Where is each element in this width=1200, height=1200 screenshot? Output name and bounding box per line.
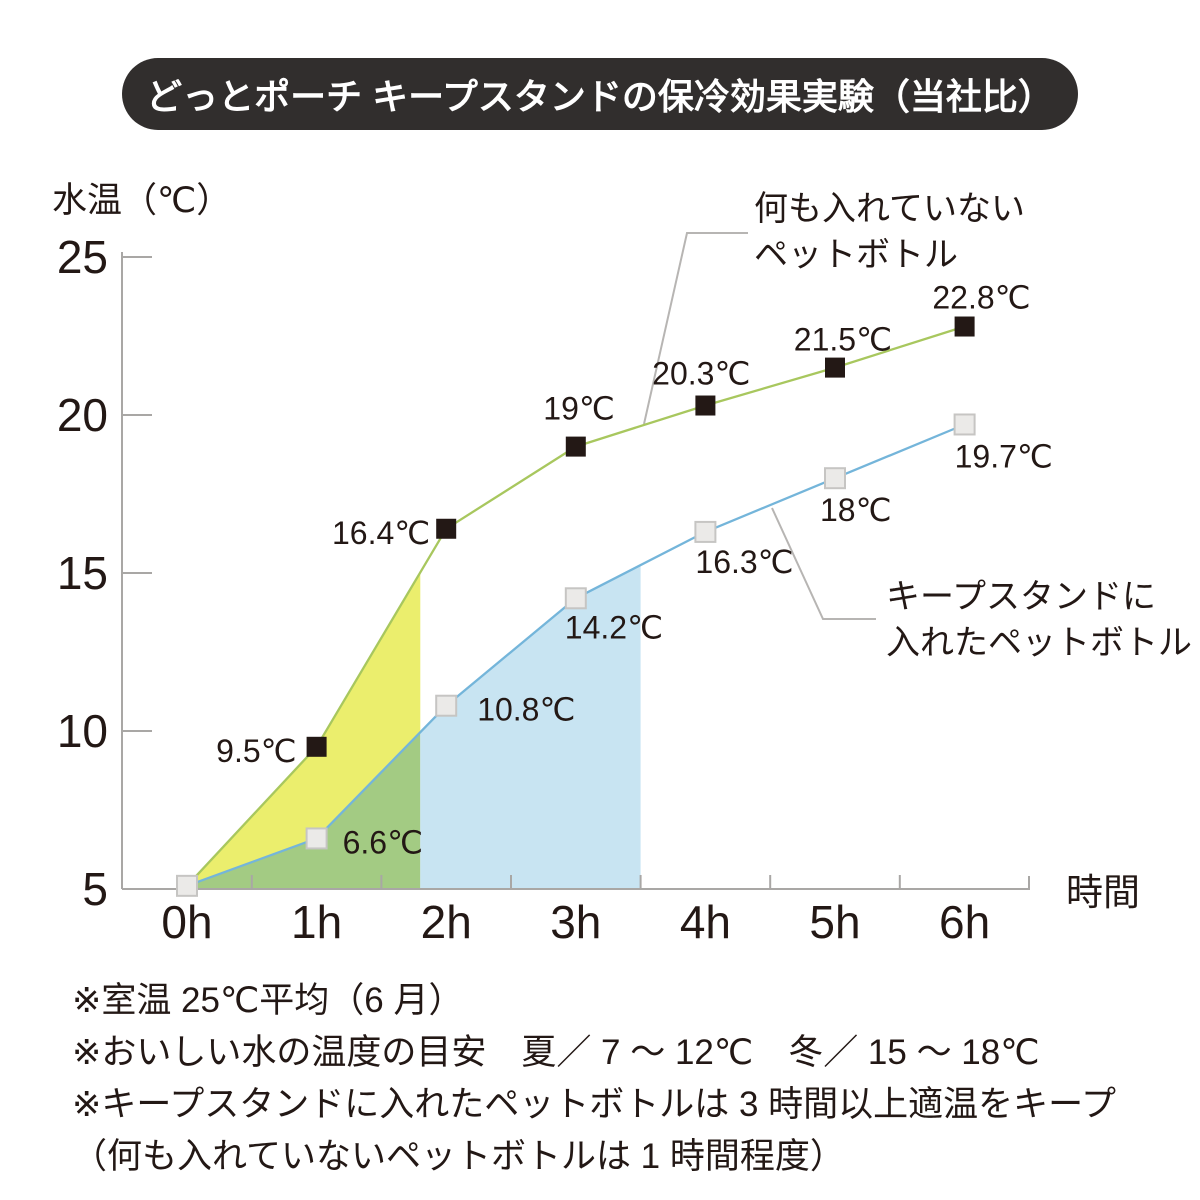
annotation-plain-line1: 何も入れていない — [754, 190, 1025, 228]
data-point-plain-3h — [565, 436, 586, 457]
y-axis-title: 水温（℃） — [52, 181, 232, 220]
x-tick-label-5h: 5h — [809, 896, 860, 948]
x-tick-label-6h: 6h — [939, 896, 990, 948]
y-tick-label-25: 25 — [57, 231, 108, 283]
data-label-plain-2h: 16.4℃ — [332, 515, 430, 551]
data-label-keepstand-3h: 14.2℃ — [565, 609, 663, 645]
data-label-keepstand-5h: 18℃ — [820, 492, 892, 528]
data-point-plain-1h — [306, 736, 327, 757]
x-axis-title: 時間 — [1066, 872, 1140, 913]
y-tick-label-5: 5 — [82, 863, 108, 915]
data-label-plain-5h: 21.5℃ — [794, 322, 892, 358]
data-label-keepstand-1h: 6.6℃ — [343, 824, 423, 860]
annotation-keepstand-line1: キープスタンドに — [886, 578, 1156, 616]
data-point-plain-2h — [436, 518, 457, 539]
data-point-plain-6h — [954, 316, 975, 337]
data-label-keepstand-2h: 10.8℃ — [477, 692, 575, 728]
shaded-region-gap-between-lines — [187, 572, 421, 886]
data-point-plain-5h — [825, 357, 845, 378]
data-point-plain-4h — [695, 395, 716, 416]
annotation-keepstand-bottle: キープスタンドに 入れたペットボトル — [886, 574, 1192, 666]
data-label-plain-3h: 19℃ — [543, 391, 615, 427]
y-tick-label-20: 20 — [57, 389, 108, 441]
y-tick-label-10: 10 — [57, 705, 108, 757]
footnotes: ※室温 25℃平均（6 月） ※おいしい水の温度の目安 夏／ 7 ～ 12℃ 冬… — [72, 975, 1116, 1183]
data-label-keepstand-6h: 19.7℃ — [955, 438, 1053, 474]
data-label-plain-1h: 9.5℃ — [216, 733, 296, 769]
x-tick-label-3h: 3h — [550, 896, 601, 948]
data-point-start-0h — [176, 874, 198, 897]
note-line: ※キープスタンドに入れたペットボトルは 3 時間以上適温をキープ — [72, 1085, 1117, 1124]
data-point-keepstand-5h — [824, 467, 846, 490]
data-label-keepstand-4h: 16.3℃ — [695, 544, 793, 580]
data-label-plain-4h: 20.3℃ — [652, 356, 750, 392]
leader-line-plain-bottle — [643, 232, 748, 425]
shaded-region-under-keepstand-line-late — [420, 565, 641, 889]
data-point-keepstand-6h — [953, 413, 976, 436]
data-point-keepstand-3h — [564, 587, 587, 610]
x-tick-label-4h: 4h — [680, 896, 731, 948]
annotation-plain-line2: ペットボトル — [754, 236, 958, 274]
y-tick-label-15: 15 — [57, 547, 108, 599]
data-point-keepstand-1h — [305, 827, 328, 850]
shaded-region-under-keepstand-line-early — [187, 732, 421, 889]
note-line: ※室温 25℃平均（6 月） — [72, 981, 464, 1020]
annotation-keepstand-line2: 入れたペットボトル — [886, 624, 1192, 662]
page-title: どっとポーチ キープスタンドの保冷効果実験（当社比） — [146, 76, 1054, 117]
note-line: ※おいしい水の温度の目安 夏／ 7 ～ 12℃ 冬／ 15 ～ 18℃ — [72, 1033, 1040, 1072]
data-label-plain-6h: 22.8℃ — [932, 280, 1030, 316]
x-tick-label-0h: 0h — [161, 896, 212, 948]
data-point-keepstand-2h — [435, 694, 458, 717]
leader-line-keepstand — [771, 507, 876, 620]
data-point-keepstand-4h — [694, 520, 717, 543]
note-line: （何も入れていないペットボトルは 1 時間程度） — [72, 1137, 845, 1176]
title-pill: どっとポーチ キープスタンドの保冷効果実験（当社比） — [122, 58, 1078, 130]
x-tick-label-1h: 1h — [291, 896, 342, 948]
annotation-plain-bottle: 何も入れていない ペットボトル — [754, 186, 1025, 278]
x-tick-label-2h: 2h — [421, 896, 472, 948]
